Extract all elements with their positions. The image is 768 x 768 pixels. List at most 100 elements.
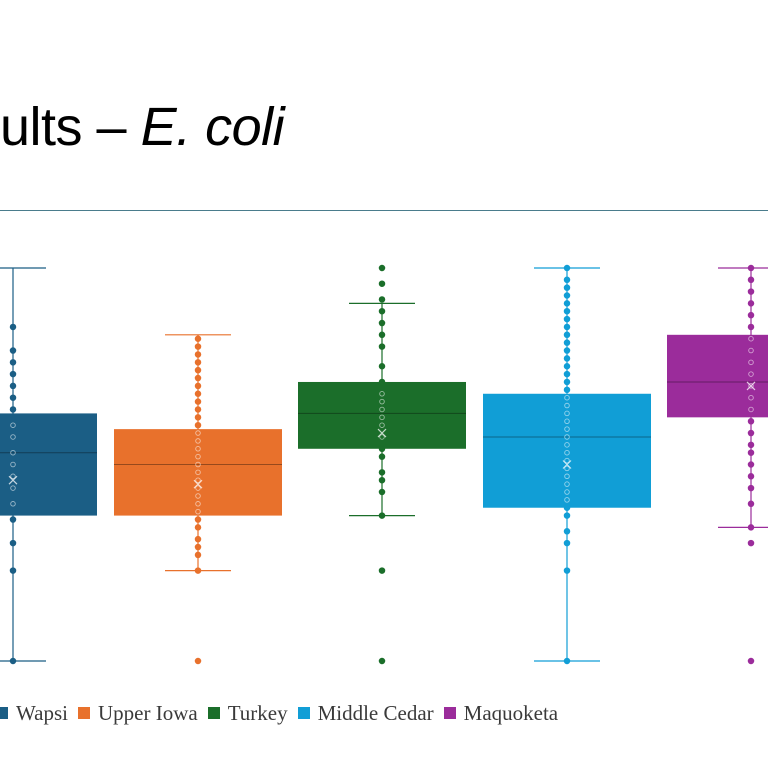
slide-title: ults – E. coli — [0, 96, 285, 158]
data-point-middle-cedar — [564, 449, 570, 456]
data-point-maquoketa — [747, 657, 755, 665]
data-point-middle-cedar — [563, 567, 571, 574]
box-wapsi — [0, 413, 97, 516]
legend-item-upper-iowa: Upper Iowa — [77, 700, 198, 726]
data-point-upper-iowa — [194, 366, 202, 374]
data-point-turkey — [378, 512, 386, 519]
data-point-upper-iowa — [195, 485, 201, 491]
data-point-upper-iowa — [194, 359, 202, 366]
data-point-maquoketa — [748, 335, 754, 342]
data-point-maquoketa — [748, 371, 754, 377]
data-point-upper-iowa — [194, 551, 202, 559]
data-point-maquoketa — [747, 311, 755, 319]
data-point-middle-cedar — [564, 410, 570, 417]
data-point-turkey — [378, 331, 386, 339]
data-point-middle-cedar — [563, 378, 571, 386]
slide-title-italic: E. coli — [140, 97, 285, 157]
data-point-upper-iowa — [194, 524, 202, 531]
data-point-wapsi — [10, 473, 16, 480]
data-point-maquoketa — [748, 359, 754, 366]
data-point-wapsi — [10, 501, 16, 507]
data-point-middle-cedar — [563, 386, 571, 394]
data-point-middle-cedar — [564, 394, 570, 401]
legend-swatch-wapsi — [0, 707, 8, 719]
data-point-middle-cedar — [563, 284, 571, 291]
data-point-upper-iowa — [194, 657, 202, 665]
legend-swatch-middle-cedar — [297, 707, 310, 719]
data-point-middle-cedar — [563, 331, 571, 339]
data-point-wapsi — [10, 485, 16, 491]
box-upper-iowa — [114, 429, 282, 516]
mean-marker-turkey — [377, 428, 387, 438]
data-point-turkey — [379, 391, 385, 397]
data-point-middle-cedar — [563, 355, 571, 362]
data-point-middle-cedar — [563, 292, 571, 299]
data-point-upper-iowa — [194, 382, 202, 390]
data-point-middle-cedar — [563, 347, 571, 354]
data-point-middle-cedar — [564, 434, 570, 440]
data-point-turkey — [379, 434, 385, 440]
data-point-upper-iowa — [195, 430, 201, 436]
data-point-upper-iowa — [195, 501, 201, 507]
data-point-maquoketa — [748, 347, 754, 354]
data-point-middle-cedar — [564, 465, 570, 472]
data-point-upper-iowa — [194, 374, 202, 382]
mean-marker-maquoketa — [746, 381, 756, 391]
legend-label-turkey: Turkey — [227, 700, 288, 725]
data-point-middle-cedar — [563, 276, 571, 284]
data-point-upper-iowa — [194, 567, 202, 574]
data-point-upper-iowa — [195, 446, 201, 452]
title-divider — [0, 210, 768, 211]
data-point-upper-iowa — [194, 351, 202, 358]
legend-swatch-turkey — [207, 707, 220, 719]
data-point-maquoketa — [747, 418, 755, 425]
legend-label-maquoketa: Maquoketa — [463, 700, 559, 725]
data-point-turkey — [378, 280, 386, 287]
legend-swatch-maquoketa — [443, 707, 456, 719]
data-point-wapsi — [9, 382, 17, 390]
data-point-maquoketa — [747, 524, 755, 531]
data-point-middle-cedar — [563, 512, 571, 519]
data-point-maquoketa — [747, 500, 755, 508]
data-point-middle-cedar — [563, 307, 571, 315]
data-point-maquoketa — [747, 441, 755, 449]
legend-item-wapsi: Wapsi — [0, 701, 68, 726]
data-point-wapsi — [9, 359, 17, 366]
mean-marker-upper-iowa — [193, 479, 203, 489]
data-point-turkey — [378, 378, 386, 386]
data-point-middle-cedar — [564, 481, 570, 487]
data-point-wapsi — [9, 370, 17, 378]
data-point-turkey — [378, 445, 386, 453]
data-point-maquoketa — [747, 300, 755, 307]
data-point-turkey — [379, 406, 385, 413]
data-point-upper-iowa — [195, 453, 201, 460]
mean-marker-middle-cedar — [562, 460, 572, 469]
data-point-maquoketa — [747, 473, 755, 480]
data-point-upper-iowa — [194, 406, 202, 413]
data-point-upper-iowa — [195, 477, 201, 483]
data-point-wapsi — [10, 449, 16, 456]
data-point-upper-iowa — [194, 343, 202, 350]
data-point-turkey — [378, 363, 386, 370]
data-point-turkey — [378, 296, 386, 303]
data-point-turkey — [378, 469, 386, 476]
data-point-middle-cedar — [564, 497, 570, 503]
data-point-middle-cedar — [564, 489, 570, 495]
data-point-maquoketa — [748, 394, 754, 401]
data-point-middle-cedar — [563, 504, 571, 511]
data-point-middle-cedar — [564, 442, 570, 448]
data-point-middle-cedar — [564, 473, 570, 480]
legend-label-middle-cedar: Middle Cedar — [317, 700, 434, 725]
data-point-upper-iowa — [194, 390, 202, 398]
data-point-turkey — [378, 476, 386, 484]
data-point-upper-iowa — [195, 438, 201, 444]
data-point-upper-iowa — [195, 469, 201, 476]
data-point-maquoketa — [747, 449, 755, 456]
data-point-maquoketa — [747, 429, 755, 437]
data-point-wapsi — [10, 422, 16, 428]
legend-swatch-upper-iowa — [77, 707, 90, 719]
data-point-maquoketa — [747, 539, 755, 547]
legend-label-upper-iowa: Upper Iowa — [97, 700, 198, 725]
data-point-middle-cedar — [563, 300, 571, 307]
